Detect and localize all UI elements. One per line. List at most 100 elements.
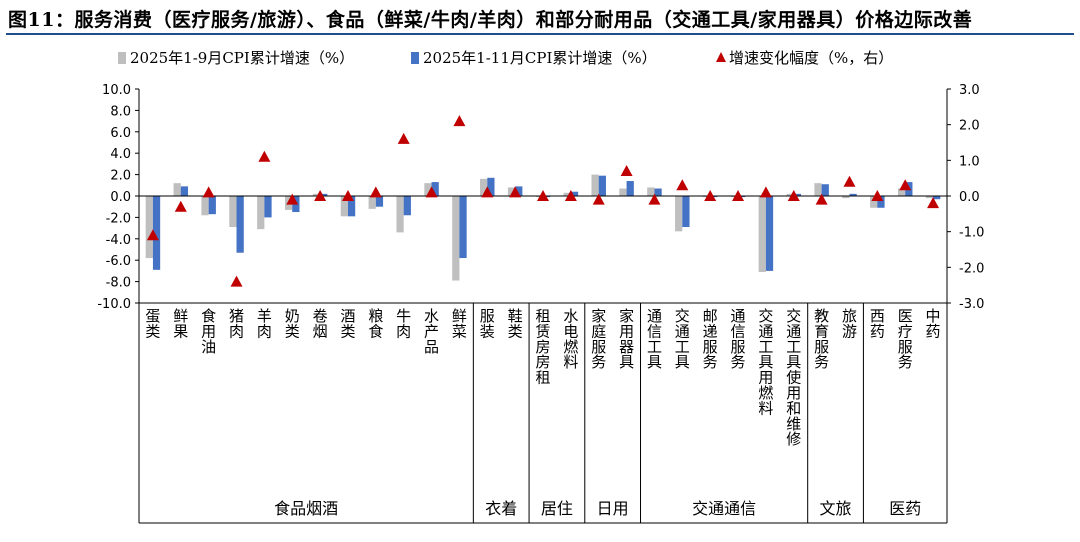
category-label-5: 奶类 (285, 307, 300, 340)
y-left-tick-label: -10.0 (97, 297, 131, 312)
change-marker-14 (537, 190, 549, 201)
bar-series1-1 (173, 183, 181, 196)
bar-series2-20 (710, 196, 718, 198)
category-label-20: 邮递服务 (703, 307, 718, 371)
bar-series1-13 (507, 187, 516, 196)
category-label-24: 教育服务 (814, 307, 829, 371)
bar-series2-11 (459, 196, 467, 259)
change-marker-16 (592, 193, 605, 205)
category-label-1: 鲜果 (173, 307, 188, 340)
bar-series2-9 (403, 196, 411, 216)
category-label-9: 牛肉 (396, 307, 411, 340)
bar-series2-6 (320, 193, 328, 196)
bar-series1-12 (480, 178, 488, 196)
group-label-6: 医药 (889, 499, 921, 518)
bar-series1-14 (535, 196, 543, 198)
y-left-tick-label: 8.0 (110, 104, 131, 119)
bar-series1-0 (145, 196, 153, 259)
change-marker-10 (425, 186, 438, 198)
category-label-16: 家庭服务 (591, 307, 606, 371)
change-marker-21 (732, 190, 745, 201)
bar-series1-23 (786, 193, 794, 196)
change-marker-18 (648, 193, 661, 205)
bar-series2-21 (738, 196, 746, 198)
change-marker-15 (564, 190, 577, 201)
bar-series2-2 (208, 196, 216, 215)
bar-series1-9 (396, 196, 404, 233)
category-label-22: 交通工具用燃料 (758, 307, 773, 417)
bar-series2-13 (515, 186, 523, 196)
category-label-21: 通信服务 (731, 307, 746, 371)
title-bar: 图11：服务消费（医疗服务/旅游）、食品（鲜菜/牛肉/羊肉）和部分耐用品（交通工… (0, 0, 1080, 35)
group-label-0: 食品烟酒 (274, 499, 338, 518)
category-label-14: 租赁房房租 (535, 307, 550, 387)
category-label-27: 医疗服务 (898, 307, 913, 371)
bar-series2-19 (682, 196, 690, 228)
bar-series1-16 (591, 174, 599, 196)
category-label-23: 交通工具使用和维修 (786, 307, 801, 448)
legend-marker-3 (716, 52, 726, 62)
category-label-17: 家用器具 (619, 307, 634, 371)
legend-swatch-2 (411, 52, 419, 64)
change-marker-17 (620, 165, 633, 177)
change-marker-12 (481, 186, 494, 198)
bar-series1-26 (870, 196, 878, 208)
change-marker-26 (871, 190, 884, 201)
bar-series1-4 (257, 196, 265, 230)
category-label-12: 服装 (480, 307, 495, 340)
category-label-18: 通信工具 (647, 307, 662, 371)
change-marker-24 (815, 193, 828, 205)
bar-series2-1 (180, 186, 189, 196)
bar-series1-19 (675, 196, 683, 232)
change-marker-27 (899, 179, 912, 191)
change-marker-4 (258, 150, 271, 162)
change-marker-7 (341, 190, 354, 201)
bar-series2-28 (933, 196, 941, 200)
y-right-tick-label: 1.0 (959, 154, 980, 169)
bar-series2-0 (152, 196, 161, 270)
y-left-tick-label: -6.0 (106, 254, 131, 269)
bar-series2-8 (375, 196, 384, 207)
bar-series2-4 (264, 196, 272, 218)
category-label-19: 交通工具 (675, 307, 690, 371)
bar-series1-11 (452, 196, 460, 281)
bar-series2-16 (598, 175, 606, 196)
change-marker-6 (314, 190, 327, 201)
y-left-tick-label: -4.0 (106, 233, 131, 248)
group-label-4: 交通通信 (692, 499, 756, 518)
group-label-5: 文旅 (820, 499, 852, 518)
y-left-tick-label: 2.0 (110, 169, 131, 184)
change-marker-3 (230, 275, 243, 287)
bar-series1-7 (340, 196, 348, 217)
change-marker-11 (453, 115, 466, 127)
bar-series1-17 (619, 188, 627, 196)
category-label-28: 中药 (926, 307, 941, 340)
change-marker-25 (843, 175, 856, 187)
category-label-7: 酒类 (340, 307, 355, 340)
y-left-tick-label: 0.0 (110, 190, 131, 205)
category-label-3: 猪肉 (229, 307, 244, 340)
legend-label-2: 2025年1-11月CPI累计增速（%） (423, 49, 657, 67)
category-label-11: 鲜菜 (452, 307, 467, 340)
figure-title: 图11：服务消费（医疗服务/旅游）、食品（鲜菜/牛肉/羊肉）和部分耐用品（交通工… (8, 9, 973, 31)
change-marker-28 (927, 197, 940, 209)
y-left-tick-label: 10.0 (102, 83, 131, 98)
bar-series2-3 (236, 196, 244, 253)
bar-series2-18 (654, 188, 662, 196)
y-left-tick-label: 4.0 (110, 147, 131, 162)
legend-label-1: 2025年1-9月CPI累计增速（%） (130, 49, 354, 67)
change-marker-23 (787, 190, 800, 201)
change-marker-20 (704, 190, 717, 201)
y-left-tick-label: 6.0 (110, 126, 131, 141)
bar-series1-18 (647, 187, 655, 196)
title-rule (6, 33, 1074, 35)
bar-series1-28 (925, 196, 934, 199)
y-right-tick-label: -1.0 (959, 226, 984, 241)
bar-series1-22 (758, 196, 766, 272)
y-right-tick-label: -2.0 (959, 261, 984, 276)
category-label-15: 水电燃料 (563, 307, 578, 371)
legend-label-3: 增速变化幅度（%，右） (729, 49, 893, 67)
bar-series1-3 (229, 196, 237, 228)
bar-series1-2 (201, 196, 209, 216)
bar-series2-10 (431, 182, 439, 196)
